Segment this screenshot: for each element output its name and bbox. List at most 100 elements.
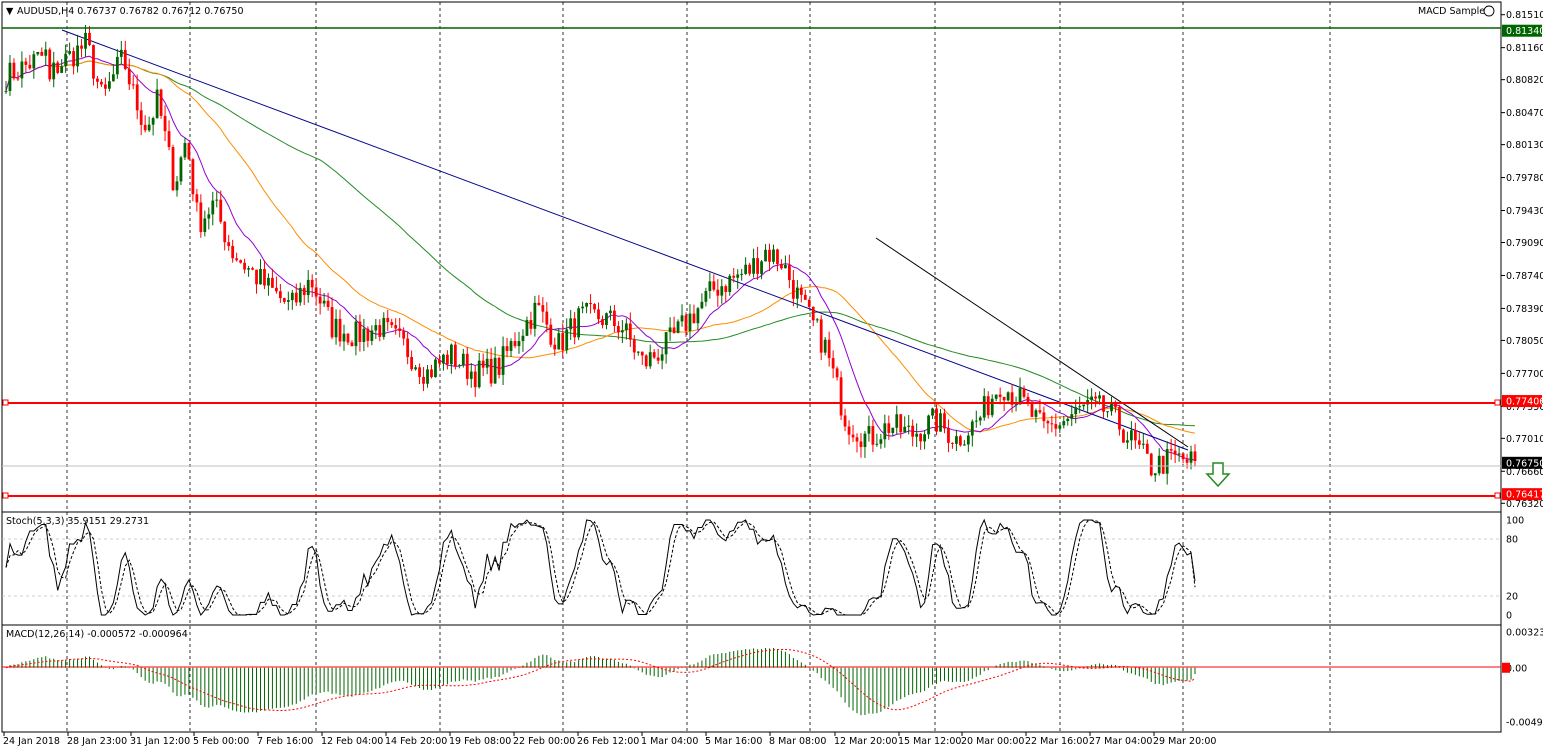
candle-body <box>310 279 314 288</box>
candle-body <box>104 84 107 89</box>
candle-body <box>36 51 40 55</box>
candle-body <box>986 396 990 416</box>
candle-body <box>863 433 867 448</box>
macd-scale-label: 0.00 <box>1506 663 1527 674</box>
chart-menu-icon[interactable]: ▼ <box>6 6 14 17</box>
price-tick-label: 0.80820 <box>1506 75 1543 86</box>
candle-body <box>672 327 676 333</box>
time-tick-label: 20 Mar 00:00 <box>961 736 1024 747</box>
price-tick-label: 0.81160 <box>1506 43 1543 54</box>
candle-body <box>752 258 755 274</box>
candle-body <box>207 214 211 219</box>
candle-body <box>624 323 628 331</box>
price-tags: 0.81340 0.77406 0.76417 0.76750 <box>1502 24 1543 501</box>
candle-body <box>143 124 147 131</box>
trendline-short[interactable] <box>875 237 1189 448</box>
candle-body <box>533 302 537 329</box>
price-tick-label: 0.78740 <box>1506 271 1543 282</box>
candle-body <box>684 315 688 331</box>
candle-body <box>549 324 553 345</box>
candle-body <box>183 143 187 158</box>
candle-body <box>708 281 712 292</box>
candle-body <box>569 318 573 330</box>
candle-body <box>259 269 262 285</box>
trendline-long[interactable] <box>61 29 1189 451</box>
candle-body <box>139 110 143 125</box>
candle-body <box>56 62 60 73</box>
candle-body <box>1078 406 1082 408</box>
candle-body <box>1193 451 1197 462</box>
level-handle[interactable] <box>1494 399 1501 406</box>
candle-body <box>378 325 382 337</box>
level-handle[interactable] <box>1494 492 1501 499</box>
candles <box>4 24 1197 485</box>
level-handle[interactable] <box>2 492 9 499</box>
candle-body <box>970 421 974 436</box>
level-tag <box>1502 395 1542 408</box>
candle-body <box>696 308 700 324</box>
candle-body <box>919 433 923 442</box>
candle-body <box>100 81 103 85</box>
candle-body <box>107 81 111 89</box>
candle-body <box>1082 404 1086 407</box>
main-pane[interactable] <box>1 1 1502 513</box>
candle-body <box>477 360 481 388</box>
time-tick-label: 5 Mar 16:00 <box>705 736 762 747</box>
time-tick-label: 19 Feb 08:00 <box>449 736 511 747</box>
candle-body <box>772 249 775 262</box>
candle-body <box>628 323 632 340</box>
candle-body <box>537 302 541 306</box>
candle-body <box>688 313 692 331</box>
time-tick-label: 1 Mar 04:00 <box>641 736 698 747</box>
candle-body <box>664 332 668 355</box>
candle-body <box>823 339 827 353</box>
stoch-grid <box>2 538 1501 597</box>
candle-body <box>64 53 68 67</box>
stoch-pane[interactable] <box>1 511 1502 626</box>
candle-body <box>847 426 851 435</box>
candle-body <box>581 306 584 309</box>
candle-body <box>780 264 783 269</box>
candle-body <box>92 44 95 79</box>
candle-body <box>251 268 254 270</box>
candle-body <box>1122 429 1125 443</box>
candle-body <box>676 321 680 333</box>
macd-pane[interactable] <box>1 624 1502 733</box>
candle-body <box>927 415 930 435</box>
candle-body <box>159 89 163 116</box>
candle-body <box>620 330 624 333</box>
candle-body <box>521 335 525 342</box>
candle-body <box>12 62 16 79</box>
candle-body <box>791 280 795 299</box>
candle-body <box>243 262 246 270</box>
candle-body <box>1157 455 1161 474</box>
candle-body <box>652 352 656 358</box>
candle-body <box>175 181 179 191</box>
time-tick-label: 8 Mar 08:00 <box>769 736 826 747</box>
candle-body <box>422 376 425 384</box>
candle-body <box>557 333 561 350</box>
candle-body <box>1141 443 1145 445</box>
candle-body <box>680 315 684 322</box>
candle-body <box>784 264 787 269</box>
time-tick-label: 7 Feb 16:00 <box>257 736 313 747</box>
candle-body <box>1054 424 1058 429</box>
candle-body <box>40 51 44 56</box>
candle-body <box>191 159 195 195</box>
price-tick-label: 0.79780 <box>1506 173 1543 184</box>
level-handle[interactable] <box>2 399 9 406</box>
candle-body <box>446 354 449 365</box>
candle-body <box>334 318 338 338</box>
candle-body <box>271 277 274 288</box>
candle-body <box>350 342 354 347</box>
candle-body <box>346 333 350 343</box>
candle-body <box>1010 392 1014 405</box>
candle-body <box>195 194 199 203</box>
candle-body <box>199 202 203 233</box>
candle-body <box>815 319 819 321</box>
candle-body <box>497 357 501 375</box>
candle-body <box>1165 449 1169 474</box>
candle-body <box>509 341 513 351</box>
candle-body <box>330 307 334 338</box>
